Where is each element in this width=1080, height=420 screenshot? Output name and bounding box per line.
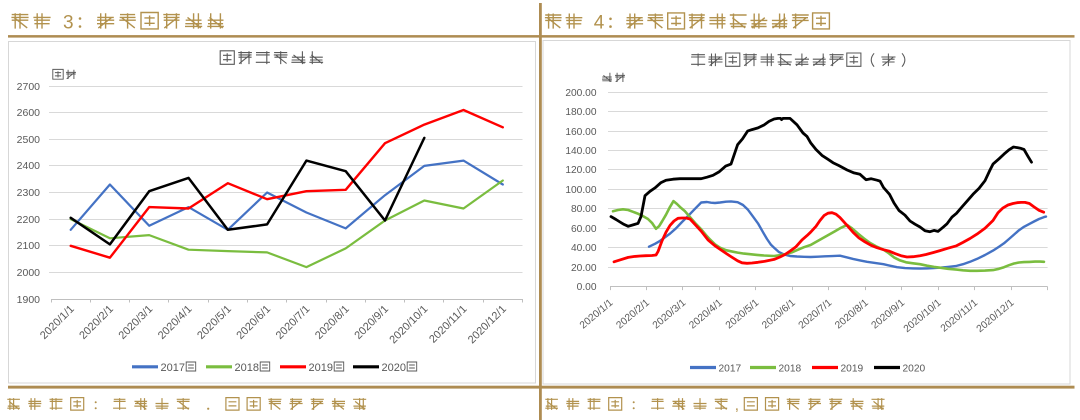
svg-text:2019: 2019 xyxy=(841,364,864,375)
svg-text:2017: 2017 xyxy=(719,364,742,375)
svg-text:160.00: 160.00 xyxy=(565,127,596,138)
svg-text:80.00: 80.00 xyxy=(571,204,597,215)
svg-text:2600: 2600 xyxy=(17,107,41,119)
svg-text:,: , xyxy=(735,397,739,414)
svg-text:2400: 2400 xyxy=(17,160,41,172)
svg-text:2700: 2700 xyxy=(17,81,41,93)
svg-text:2100: 2100 xyxy=(17,240,41,252)
svg-text:40.00: 40.00 xyxy=(571,243,597,254)
svg-text:1900: 1900 xyxy=(17,294,41,306)
svg-text:3: 3 xyxy=(63,13,74,34)
svg-text:2020: 2020 xyxy=(903,364,926,375)
svg-text:2020: 2020 xyxy=(382,362,406,374)
svg-text:4: 4 xyxy=(594,13,605,34)
svg-text:180.00: 180.00 xyxy=(565,107,596,118)
svg-text:2200: 2200 xyxy=(17,214,41,226)
svg-text:120.00: 120.00 xyxy=(565,165,596,176)
svg-text:60.00: 60.00 xyxy=(571,224,597,235)
svg-text:0.00: 0.00 xyxy=(577,282,597,293)
svg-text:2500: 2500 xyxy=(17,134,41,146)
svg-text:100.00: 100.00 xyxy=(565,185,596,196)
svg-text:2300: 2300 xyxy=(17,187,41,199)
svg-text:2018: 2018 xyxy=(779,364,802,375)
svg-text:200.00: 200.00 xyxy=(565,88,596,99)
svg-text:2017: 2017 xyxy=(161,362,185,374)
svg-text:2018: 2018 xyxy=(235,362,259,374)
svg-text:140.00: 140.00 xyxy=(565,146,596,157)
svg-text:2019: 2019 xyxy=(309,362,333,374)
svg-text:20.00: 20.00 xyxy=(571,263,597,274)
svg-text:2000: 2000 xyxy=(17,267,41,279)
